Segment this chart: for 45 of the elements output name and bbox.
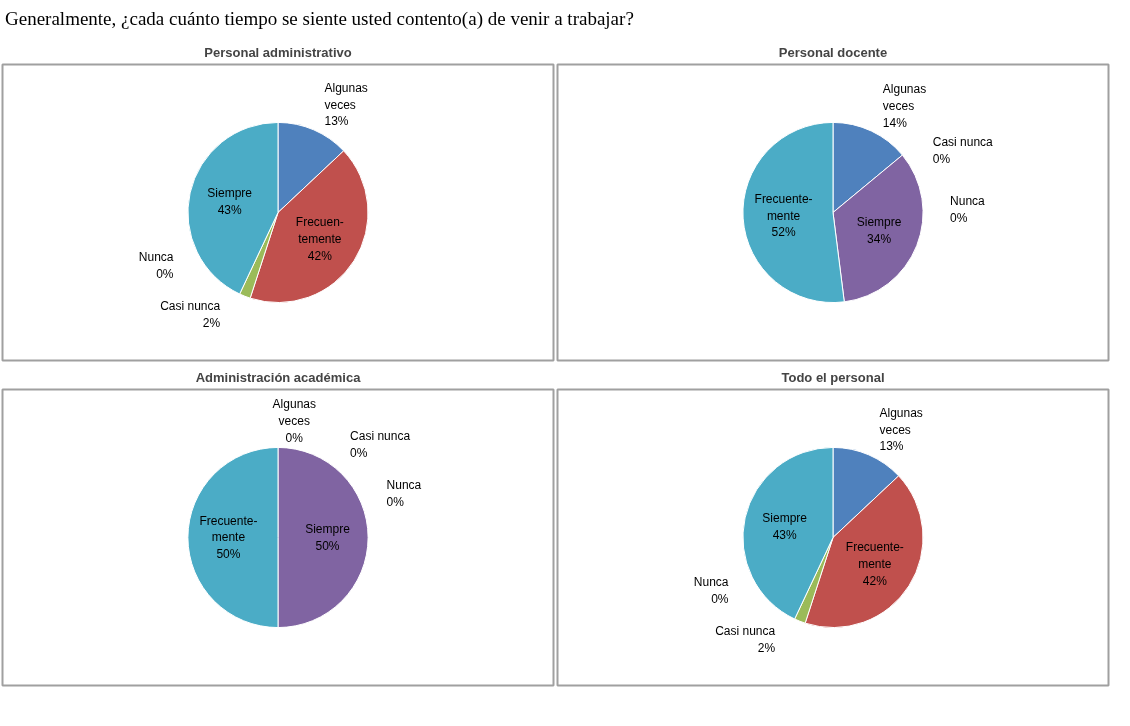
category-label: Nunca <box>138 250 174 265</box>
chart-title: Personal administrativo <box>204 44 352 60</box>
data-label: 43% <box>217 203 242 218</box>
data-label: 34% <box>867 232 892 247</box>
slice-label: Algunas veces <box>324 80 368 112</box>
data-label: 43% <box>772 528 797 543</box>
category-label: Nunca <box>950 193 985 208</box>
category-label: Casi nunca <box>932 135 993 150</box>
category-label: Nunca <box>386 478 422 493</box>
slice-label: Algunas veces <box>882 82 927 114</box>
data-label: 2% <box>757 641 776 656</box>
category-label: Casi nunca <box>350 429 411 444</box>
slice-label: Siempre <box>207 186 253 201</box>
slice-label: Algunas veces <box>879 405 923 437</box>
slice-label: Frecuen- temente <box>295 215 344 247</box>
text: 0% <box>950 210 968 225</box>
slice-label: Casi nunca <box>160 299 221 314</box>
data-label: 13% <box>324 114 349 129</box>
data-label: 2% <box>202 316 221 331</box>
data-label: 50% <box>216 547 241 562</box>
slice-label: Siempre <box>305 522 351 537</box>
slice-label: Frecuente- mente <box>754 191 813 223</box>
text: Generalmente, ¿cada cuánto tiempo se siente usted contento(a) de venir a trabajar? <box>5 7 634 31</box>
slice-label: Siempre <box>762 511 808 526</box>
text: 0% <box>156 267 174 282</box>
text: 0% <box>285 430 303 445</box>
text: 0% <box>350 446 368 461</box>
data-label: 52% <box>771 225 796 240</box>
category-label: Algunas veces <box>272 397 316 429</box>
text: 0% <box>932 152 951 167</box>
text: 0% <box>711 592 729 607</box>
text: 0% <box>386 494 404 509</box>
data-label: 50% <box>315 539 340 554</box>
data-label: 14% <box>882 115 908 130</box>
data-label: 42% <box>307 249 333 264</box>
chart-title: Personal docente <box>778 44 888 60</box>
data-label: 13% <box>879 439 904 454</box>
data-label: 42% <box>862 574 888 589</box>
chart-title: Administración académica <box>195 369 362 385</box>
slice-label: Casi nunca <box>715 624 776 639</box>
slice-label: Frecuente- mente <box>199 513 258 545</box>
category-label: Nunca <box>693 575 729 590</box>
chart-title: Todo el personal <box>781 369 885 385</box>
slice-label: Frecuente- mente <box>845 540 904 572</box>
slice-label: Siempre <box>856 215 902 230</box>
